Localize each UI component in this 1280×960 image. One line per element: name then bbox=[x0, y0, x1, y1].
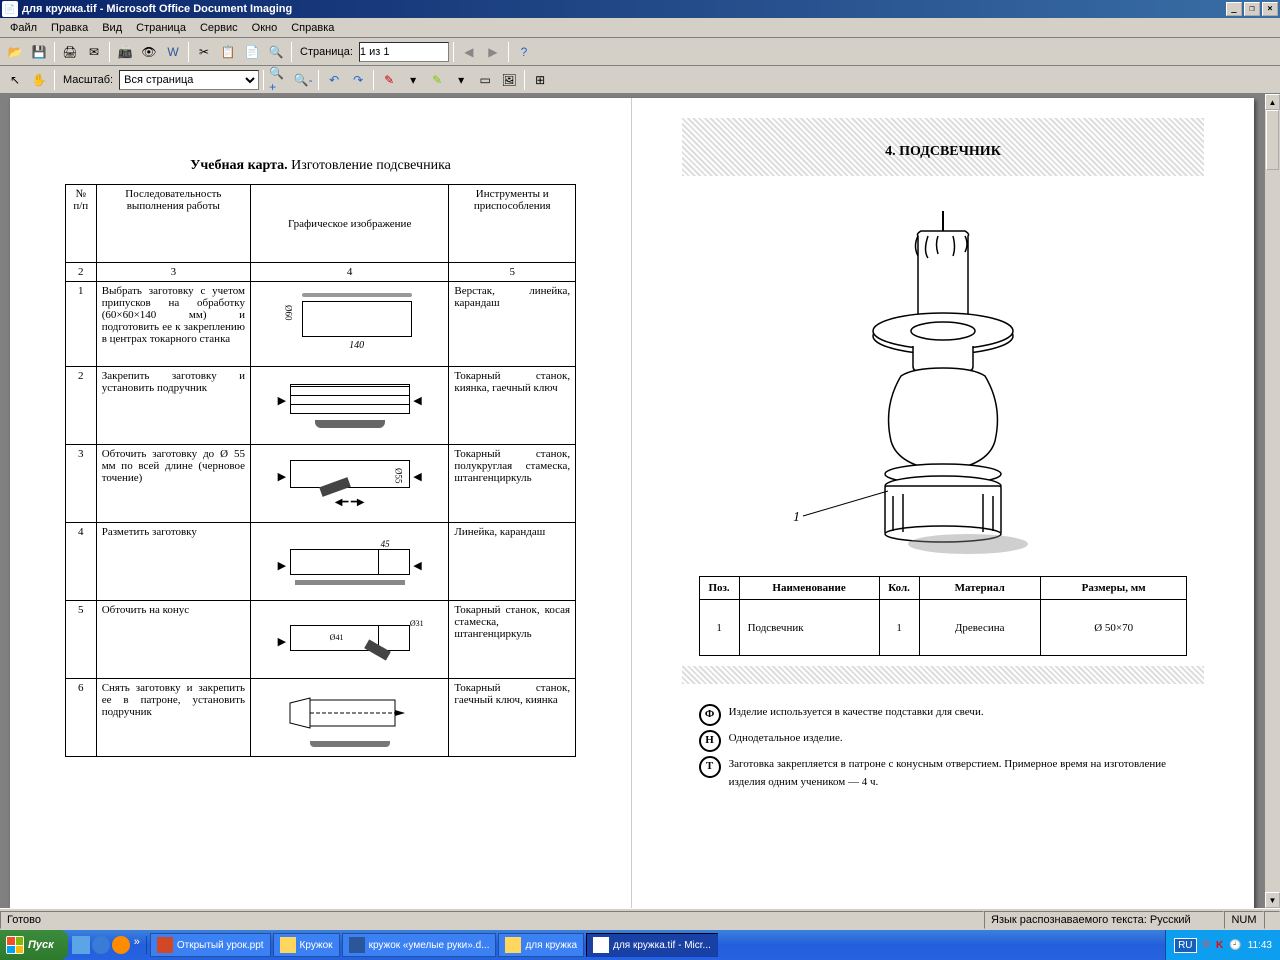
toolbar-main: 📂 💾 🖨 ✉ 📠 👁 W ✂ 📋 📄 🔍 Страница: ◀ ▶ ? bbox=[0, 38, 1280, 66]
status-ready: Готово bbox=[0, 911, 984, 929]
taskbar-item[interactable]: кружок «умелые руки».d... bbox=[342, 933, 497, 957]
select-icon[interactable]: ▭ bbox=[474, 69, 496, 91]
ie-icon[interactable] bbox=[92, 936, 110, 954]
next-page-icon[interactable]: ▶ bbox=[482, 41, 504, 63]
send-word-icon[interactable]: W bbox=[162, 41, 184, 63]
ocr-icon[interactable]: 👁 bbox=[138, 41, 160, 63]
scan-icon[interactable]: 📠 bbox=[114, 41, 136, 63]
pen-icon[interactable]: ✎ bbox=[378, 69, 400, 91]
menu-help[interactable]: Справка bbox=[285, 20, 340, 36]
menu-window[interactable]: Окно bbox=[246, 20, 284, 36]
scroll-up-icon[interactable]: ▲ bbox=[1265, 94, 1280, 110]
prev-page-icon[interactable]: ◀ bbox=[458, 41, 480, 63]
table-row: 2 Закрепить заготовку и установить подру… bbox=[65, 367, 575, 445]
highlight-icon[interactable]: ✎ bbox=[426, 69, 448, 91]
toolbar-view: ↖ ✋ Масштаб: Вся страница 🔍+ 🔍- ↶ ↷ ✎ ▾ … bbox=[0, 66, 1280, 94]
menu-file[interactable]: Файл bbox=[4, 20, 43, 36]
app-icon: 📄 bbox=[2, 1, 18, 17]
candlestick-drawing: 1 bbox=[773, 186, 1113, 566]
hand-icon[interactable]: ✋ bbox=[28, 69, 50, 91]
page-input[interactable] bbox=[359, 42, 449, 62]
tray-time[interactable]: 11:43 bbox=[1248, 940, 1272, 951]
highlight-dd-icon[interactable]: ▾ bbox=[450, 69, 472, 91]
document-page: Учебная карта. Изготовление подсвечника … bbox=[10, 98, 1254, 908]
menu-page[interactable]: Страница bbox=[130, 20, 192, 36]
tray-lang[interactable]: RU bbox=[1174, 938, 1196, 953]
titlebar: 📄 для кружка.tif - Microsoft Office Docu… bbox=[0, 0, 1280, 18]
right-title: 4. ПОДСВЕЧНИК bbox=[688, 144, 1198, 160]
pointer-icon[interactable]: ↖ bbox=[4, 69, 26, 91]
picture-icon[interactable]: 🖼 bbox=[498, 69, 520, 91]
table-row: 5 Обточить на конус ▶ Ø31 Ø41 Токарный с… bbox=[65, 601, 575, 679]
maximize-button[interactable]: ❐ bbox=[1244, 2, 1260, 16]
document-area: Учебная карта. Изготовление подсвечника … bbox=[0, 94, 1280, 908]
scroll-down-icon[interactable]: ▼ bbox=[1265, 892, 1280, 908]
system-tray: RU ⛨ K 🕘 11:43 bbox=[1165, 930, 1280, 960]
vertical-scrollbar[interactable]: ▲ ▼ bbox=[1264, 94, 1280, 908]
open-icon[interactable]: 📂 bbox=[4, 41, 26, 63]
minimize-button[interactable]: _ bbox=[1226, 2, 1242, 16]
start-button[interactable]: Пуск bbox=[0, 930, 68, 960]
menubar: Файл Правка Вид Страница Сервис Окно Спр… bbox=[0, 18, 1280, 38]
find-icon[interactable]: 🔍 bbox=[265, 41, 287, 63]
label-1: 1 bbox=[793, 510, 800, 525]
thumbnails-icon[interactable]: ⊞ bbox=[529, 69, 551, 91]
close-button[interactable]: × bbox=[1262, 2, 1278, 16]
print-icon[interactable]: 🖨 bbox=[59, 41, 81, 63]
menu-view[interactable]: Вид bbox=[96, 20, 128, 36]
page-label: Страница: bbox=[296, 46, 357, 58]
windows-logo-icon bbox=[6, 936, 24, 954]
taskbar-item[interactable]: для кружка bbox=[498, 933, 584, 957]
tray-k-icon[interactable]: K bbox=[1216, 940, 1223, 951]
copy-icon[interactable]: 📋 bbox=[217, 41, 239, 63]
pen-dd-icon[interactable]: ▾ bbox=[402, 69, 424, 91]
status-num: NUM bbox=[1224, 911, 1264, 929]
save-icon[interactable]: 💾 bbox=[28, 41, 50, 63]
tray-volume-icon[interactable]: 🕘 bbox=[1229, 940, 1241, 951]
chuck-drawing bbox=[285, 688, 415, 738]
statusbar: Готово Язык распознаваемого текста: Русс… bbox=[0, 908, 1280, 930]
window-title: для кружка.tif - Microsoft Office Docume… bbox=[22, 3, 1224, 15]
taskbar-item-active[interactable]: для кружка.tif - Micr... bbox=[586, 933, 718, 957]
taskbar-item[interactable]: Открытый урок.ppt bbox=[150, 933, 271, 957]
page-left: Учебная карта. Изготовление подсвечника … bbox=[10, 98, 632, 908]
table-row: 1 Выбрать заготовку с учетом припусков н… bbox=[65, 282, 575, 367]
taskbar-item[interactable]: Кружок bbox=[273, 933, 340, 957]
zoom-in-icon[interactable]: 🔍+ bbox=[268, 69, 290, 91]
scroll-thumb[interactable] bbox=[1266, 110, 1279, 170]
quick-launch: » bbox=[68, 936, 147, 954]
left-title: Учебная карта. Изготовление подсвечника bbox=[30, 158, 611, 174]
menu-tools[interactable]: Сервис bbox=[194, 20, 244, 36]
scale-label: Масштаб: bbox=[59, 74, 117, 86]
mail-icon[interactable]: ✉ bbox=[83, 41, 105, 63]
parts-table: Поз. Наименование Кол. Материал Размеры,… bbox=[699, 576, 1188, 656]
menu-edit[interactable]: Правка bbox=[45, 20, 94, 36]
cut-icon[interactable]: ✂ bbox=[193, 41, 215, 63]
rotate-left-icon[interactable]: ↶ bbox=[323, 69, 345, 91]
instruction-table: № п/п Последовательность выполнения рабо… bbox=[65, 184, 576, 757]
taskbar: Пуск » Открытый урок.ppt Кружок кружок «… bbox=[0, 930, 1280, 960]
paste-icon[interactable]: 📄 bbox=[241, 41, 263, 63]
notes: ФИзделие используется в качестве подстав… bbox=[699, 704, 1188, 791]
table-row: 3 Обточить заготовку до Ø 55 мм по всей … bbox=[65, 445, 575, 523]
show-desktop-icon[interactable] bbox=[72, 936, 90, 954]
status-lang: Язык распознаваемого текста: Русский bbox=[984, 911, 1224, 929]
table-row: 4 Разметить заготовку 45 ▶ ◀ Линейка, ка… bbox=[65, 523, 575, 601]
table-row: 6 Снять заготовку и закрепить ее в патро… bbox=[65, 679, 575, 757]
zoom-out-icon[interactable]: 🔍- bbox=[292, 69, 314, 91]
help-icon[interactable]: ? bbox=[513, 41, 535, 63]
media-icon[interactable] bbox=[112, 936, 130, 954]
scale-select[interactable]: Вся страница bbox=[119, 70, 259, 90]
tray-security-icon[interactable]: ⛨ bbox=[1203, 940, 1211, 951]
rotate-right-icon[interactable]: ↷ bbox=[347, 69, 369, 91]
page-right: 4. ПОДСВЕЧНИК bbox=[632, 98, 1254, 908]
